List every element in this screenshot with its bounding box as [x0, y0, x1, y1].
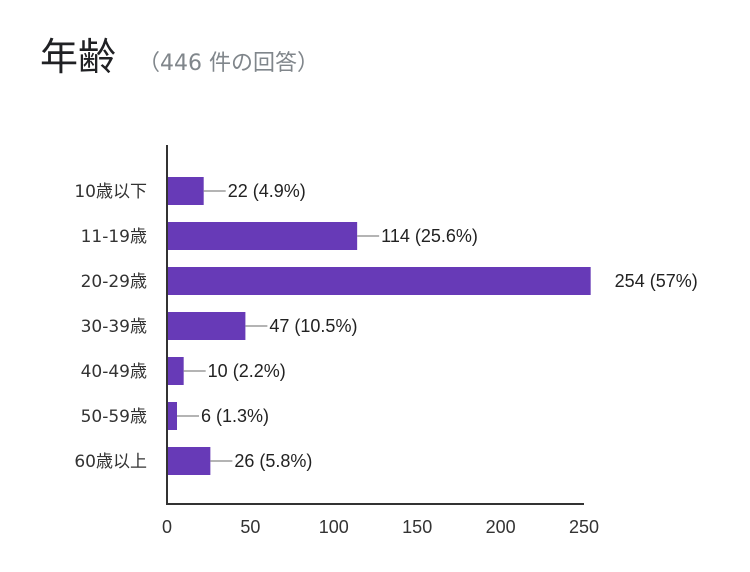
chart-title: 年齢	[40, 35, 117, 79]
category-label: 20-29歳	[81, 272, 147, 292]
chart-header: 年齢 （446 件の回答）	[40, 26, 319, 81]
category-label: 10歳以下	[74, 182, 147, 202]
category-label: 50-59歳	[81, 407, 147, 427]
bar	[168, 447, 211, 475]
category-label: 11-19歳	[81, 227, 147, 247]
bar	[168, 222, 358, 250]
category-label: 30-39歳	[81, 317, 147, 337]
x-tick-label: 200	[486, 517, 516, 537]
response-count: （446 件の回答）	[138, 51, 320, 76]
bar	[168, 402, 178, 430]
data-label: 6 (1.3%)	[201, 406, 269, 426]
bar	[168, 357, 184, 385]
data-label: 254 (57%)	[615, 271, 698, 291]
bar	[168, 267, 591, 295]
x-tick-label: 100	[319, 517, 349, 537]
bar	[168, 177, 204, 205]
data-label: 26 (5.8%)	[234, 451, 312, 471]
x-tick-label: 50	[240, 517, 260, 537]
x-tick-label: 250	[569, 517, 599, 537]
category-label: 60歳以上	[74, 452, 147, 472]
bar	[168, 312, 246, 340]
x-tick-label: 0	[162, 517, 172, 537]
data-label: 22 (4.9%)	[228, 181, 306, 201]
category-label: 40-49歳	[81, 362, 147, 382]
x-tick-label: 150	[402, 517, 432, 537]
data-label: 114 (25.6%)	[381, 226, 478, 246]
data-label: 10 (2.2%)	[208, 361, 286, 381]
data-label: 47 (10.5%)	[269, 316, 357, 336]
